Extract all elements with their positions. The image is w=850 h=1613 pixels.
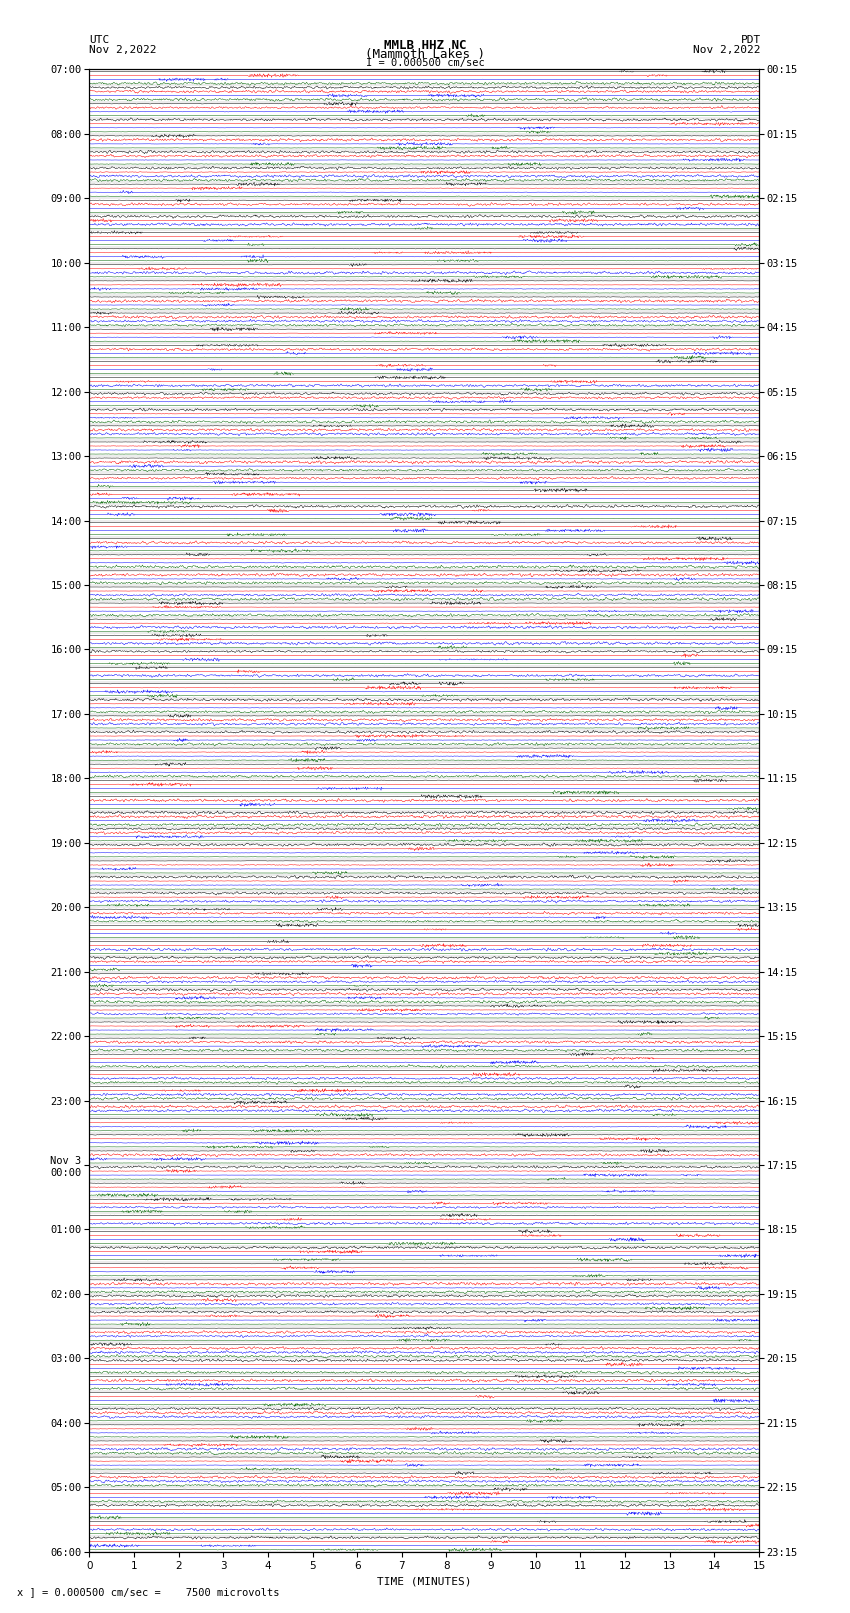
- X-axis label: TIME (MINUTES): TIME (MINUTES): [377, 1578, 472, 1587]
- Text: Nov 2,2022: Nov 2,2022: [89, 45, 156, 55]
- Text: UTC: UTC: [89, 35, 110, 45]
- Text: (Mammoth Lakes ): (Mammoth Lakes ): [365, 48, 485, 61]
- Text: x ] = 0.000500 cm/sec =    7500 microvolts: x ] = 0.000500 cm/sec = 7500 microvolts: [17, 1587, 280, 1597]
- Text: Nov 2,2022: Nov 2,2022: [694, 45, 761, 55]
- Text: I = 0.000500 cm/sec: I = 0.000500 cm/sec: [366, 58, 484, 68]
- Text: MMLB HHZ NC: MMLB HHZ NC: [383, 39, 467, 52]
- Text: PDT: PDT: [740, 35, 761, 45]
